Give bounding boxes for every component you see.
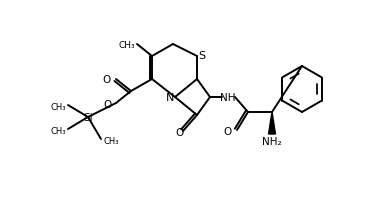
Text: Si: Si <box>83 112 93 122</box>
Text: CH₃: CH₃ <box>50 126 66 135</box>
Text: S: S <box>198 51 206 61</box>
Text: O: O <box>224 126 232 136</box>
Text: O: O <box>175 127 183 137</box>
Text: CH₃: CH₃ <box>50 102 66 111</box>
Text: NH₂: NH₂ <box>262 136 282 146</box>
Text: N: N <box>166 92 174 103</box>
Text: NH: NH <box>220 92 236 103</box>
Polygon shape <box>269 112 275 134</box>
Text: CH₃: CH₃ <box>118 41 135 50</box>
Text: CH₃: CH₃ <box>103 136 118 145</box>
Text: O: O <box>103 75 111 85</box>
Text: O: O <box>104 99 112 109</box>
